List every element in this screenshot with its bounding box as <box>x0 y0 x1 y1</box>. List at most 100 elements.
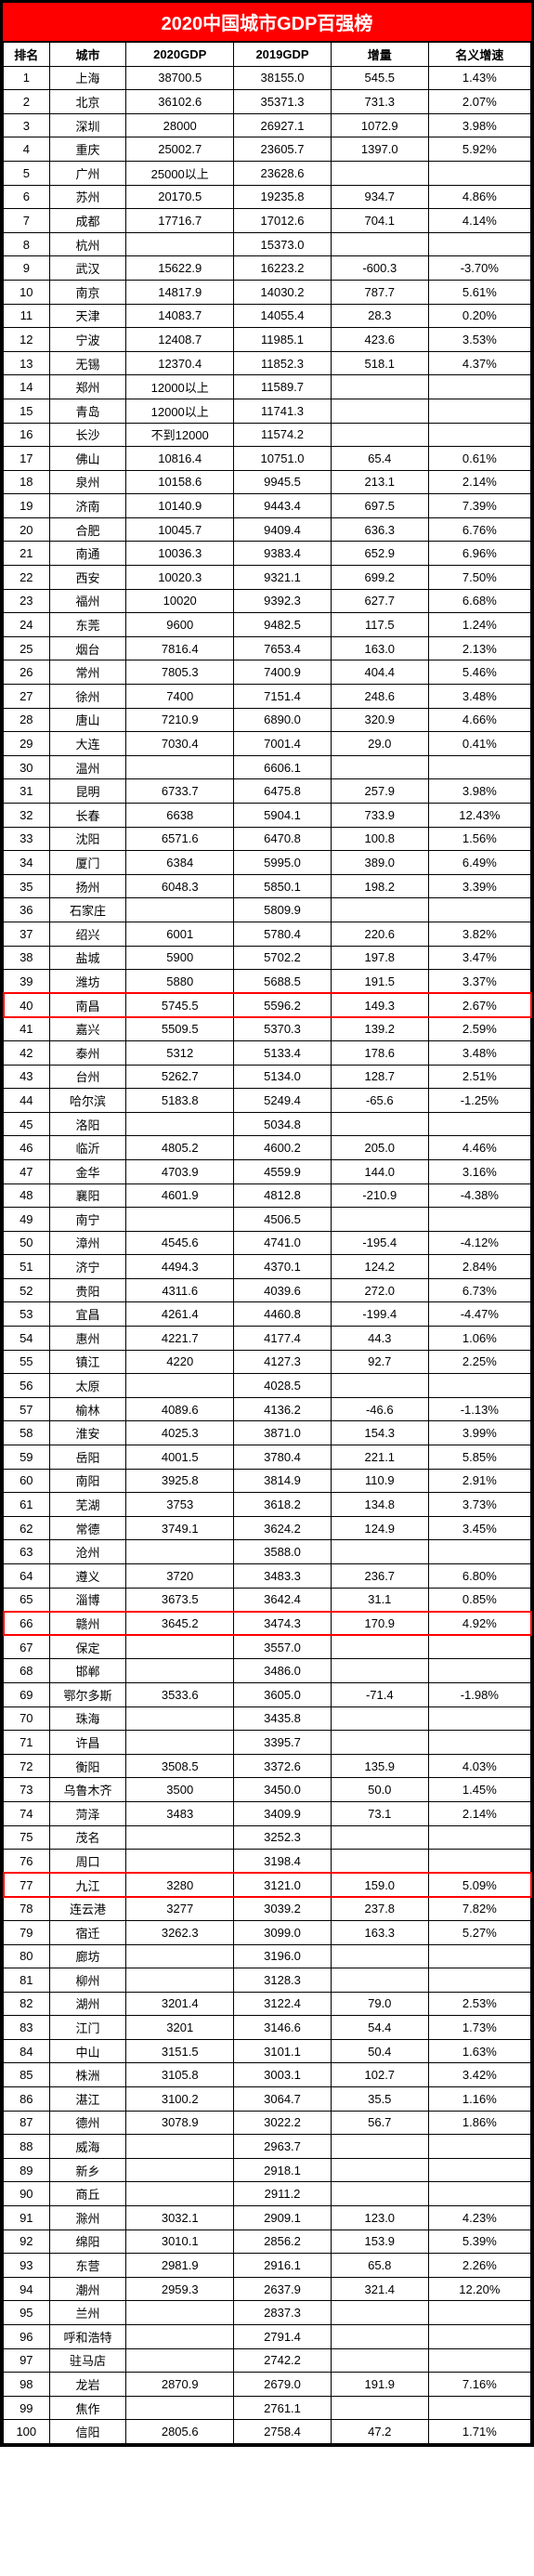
cell-city: 金华 <box>49 1159 126 1183</box>
cell-gdp2020: 6001 <box>126 922 234 946</box>
table-row: 23福州100209392.3627.76.68% <box>4 589 531 613</box>
cell-growth <box>428 2158 530 2182</box>
cell-rank: 67 <box>4 1635 50 1659</box>
cell-rank: 38 <box>4 946 50 970</box>
cell-city: 长春 <box>49 804 126 828</box>
cell-increment: 56.7 <box>331 2111 428 2135</box>
table-row: 27徐州74007151.4248.63.48% <box>4 685 531 709</box>
cell-increment <box>331 232 428 256</box>
cell-rank: 37 <box>4 922 50 946</box>
cell-growth <box>428 2301 530 2325</box>
cell-gdp2019: 26927.1 <box>234 113 332 137</box>
cell-rank: 5 <box>4 161 50 185</box>
cell-gdp2020: 5900 <box>126 946 234 970</box>
table-row: 31昆明6733.76475.8257.93.98% <box>4 779 531 804</box>
cell-gdp2020: 38700.5 <box>126 66 234 90</box>
cell-city: 广州 <box>49 161 126 185</box>
cell-gdp2019: 4506.5 <box>234 1208 332 1232</box>
table-row: 2北京36102.635371.3731.32.07% <box>4 90 531 114</box>
cell-gdp2020 <box>126 1850 234 1874</box>
table-row: 98龙岩2870.92679.0191.97.16% <box>4 2373 531 2397</box>
cell-increment: 237.8 <box>331 1897 428 1921</box>
table-row: 52贵阳4311.64039.6272.06.73% <box>4 1278 531 1302</box>
cell-gdp2020: 10158.6 <box>126 470 234 494</box>
table-row: 75茂名3252.3 <box>4 1825 531 1850</box>
cell-gdp2019: 3196.0 <box>234 1944 332 1968</box>
cell-city: 唐山 <box>49 708 126 732</box>
cell-city: 烟台 <box>49 636 126 660</box>
cell-increment <box>331 423 428 447</box>
cell-increment: 178.6 <box>331 1040 428 1065</box>
cell-gdp2019: 10751.0 <box>234 447 332 471</box>
cell-growth: 7.82% <box>428 1897 530 1921</box>
cell-gdp2020 <box>126 2325 234 2349</box>
table-row: 45洛阳5034.8 <box>4 1112 531 1136</box>
cell-growth: 5.09% <box>428 1873 530 1897</box>
table-row: 60南阳3925.83814.9110.92.91% <box>4 1469 531 1493</box>
cell-growth: 7.50% <box>428 566 530 590</box>
cell-gdp2020: 4545.6 <box>126 1231 234 1255</box>
cell-gdp2019: 2791.4 <box>234 2325 332 2349</box>
cell-gdp2019: 2837.3 <box>234 2301 332 2325</box>
cell-rank: 60 <box>4 1469 50 1493</box>
cell-growth: 1.71% <box>428 2420 530 2444</box>
cell-increment: 163.3 <box>331 1920 428 1944</box>
cell-growth: 6.68% <box>428 589 530 613</box>
cell-increment: 191.9 <box>331 2373 428 2397</box>
cell-city: 常州 <box>49 660 126 685</box>
cell-growth: 2.25% <box>428 1350 530 1374</box>
cell-city: 济南 <box>49 494 126 518</box>
cell-growth <box>428 1731 530 1755</box>
table-row: 85株洲3105.83003.1102.73.42% <box>4 2063 531 2087</box>
page-title: 2020中国城市GDP百强榜 <box>3 3 531 42</box>
cell-growth: 3.82% <box>428 922 530 946</box>
cell-city: 沧州 <box>49 1540 126 1564</box>
cell-growth: 3.48% <box>428 685 530 709</box>
cell-city: 中山 <box>49 2039 126 2063</box>
table-row: 37绍兴60015780.4220.63.82% <box>4 922 531 946</box>
cell-increment <box>331 2396 428 2420</box>
table-row: 13无锡12370.411852.3518.14.37% <box>4 351 531 375</box>
cell-city: 泰州 <box>49 1040 126 1065</box>
cell-gdp2020: 4261.4 <box>126 1302 234 1327</box>
table-row: 29大连7030.47001.429.00.41% <box>4 732 531 756</box>
cell-rank: 97 <box>4 2348 50 2373</box>
table-row: 30温州6606.1 <box>4 755 531 779</box>
cell-growth: 4.03% <box>428 1754 530 1778</box>
table-row: 49南宁4506.5 <box>4 1208 531 1232</box>
col-increment: 增量 <box>331 43 428 67</box>
cell-city: 深圳 <box>49 113 126 137</box>
cell-gdp2019: 3064.7 <box>234 2087 332 2112</box>
cell-city: 邯郸 <box>49 1659 126 1683</box>
cell-increment: 110.9 <box>331 1469 428 1493</box>
cell-gdp2020: 4601.9 <box>126 1183 234 1208</box>
cell-city: 鄂尔多斯 <box>49 1682 126 1706</box>
cell-growth: 2.14% <box>428 470 530 494</box>
cell-increment: 236.7 <box>331 1564 428 1589</box>
table-row: 89新乡2918.1 <box>4 2158 531 2182</box>
table-row: 99焦作2761.1 <box>4 2396 531 2420</box>
cell-rank: 100 <box>4 2420 50 2444</box>
cell-growth: 5.92% <box>428 137 530 162</box>
cell-increment <box>331 1374 428 1398</box>
table-row: 69鄂尔多斯3533.63605.0-71.4-1.98% <box>4 1682 531 1706</box>
cell-rank: 56 <box>4 1374 50 1398</box>
cell-growth <box>428 1850 530 1874</box>
cell-increment <box>331 1706 428 1731</box>
cell-gdp2020: 14817.9 <box>126 280 234 304</box>
cell-increment: 423.6 <box>331 328 428 352</box>
cell-rank: 44 <box>4 1089 50 1113</box>
cell-rank: 35 <box>4 874 50 898</box>
cell-growth: 3.45% <box>428 1516 530 1540</box>
cell-gdp2019: 7653.4 <box>234 636 332 660</box>
cell-rank: 26 <box>4 660 50 685</box>
cell-gdp2019: 4028.5 <box>234 1374 332 1398</box>
table-row: 20合肥10045.79409.4636.36.76% <box>4 517 531 542</box>
cell-gdp2020: 4494.3 <box>126 1255 234 1279</box>
table-row: 34厦门63845995.0389.06.49% <box>4 851 531 875</box>
cell-growth <box>428 1635 530 1659</box>
cell-gdp2019: 11574.2 <box>234 423 332 447</box>
cell-gdp2019: 3121.0 <box>234 1873 332 1897</box>
cell-gdp2020: 7816.4 <box>126 636 234 660</box>
cell-growth: 2.53% <box>428 1992 530 2016</box>
